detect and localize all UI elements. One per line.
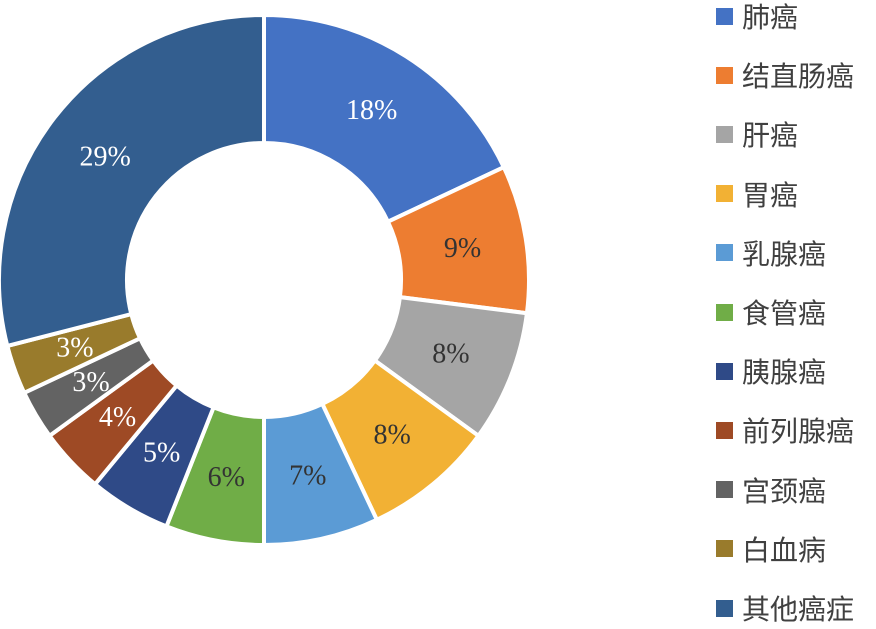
slice-label-0: 18% (346, 95, 397, 126)
legend-item: 结直肠癌 (716, 55, 854, 95)
legend-swatch (716, 185, 733, 203)
legend-item: 乳腺癌 (716, 233, 826, 273)
slice-label-7: 4% (99, 402, 136, 433)
slice-label-8: 3% (72, 367, 109, 398)
legend-item: 食管癌 (716, 292, 826, 332)
legend-label: 白血病 (742, 533, 827, 567)
legend-item: 肝癌 (716, 114, 798, 154)
slice-label-5: 6% (208, 462, 245, 493)
legend-swatch (716, 481, 733, 499)
slice-0 (262, 12, 507, 225)
slice-label-2: 8% (432, 338, 469, 369)
legend-item: 胃癌 (716, 174, 798, 214)
legend-item: 肺癌 (716, 0, 798, 36)
legend-swatch (716, 125, 733, 143)
legend-swatch (716, 540, 733, 558)
legend-label: 肺癌 (742, 1, 799, 34)
legend-item: 胰腺癌 (716, 351, 826, 391)
slice-label-6: 5% (143, 438, 180, 469)
slice-label-1: 9% (444, 233, 481, 264)
legend-swatch (716, 421, 733, 439)
legend-label: 食管癌 (742, 297, 827, 330)
legend-label: 胰腺癌 (742, 356, 827, 390)
legend-label: 宫颈癌 (742, 474, 827, 508)
legend-label: 肝癌 (742, 119, 799, 153)
legend-item: 宫颈癌 (716, 470, 826, 510)
legend-label: 前列腺癌 (742, 415, 855, 449)
legend-label: 胃癌 (742, 178, 799, 212)
slice-label-10: 29% (80, 141, 131, 172)
legend-swatch (716, 303, 733, 321)
legend-swatch (716, 599, 733, 617)
legend-label: 乳腺癌 (742, 237, 827, 271)
legend-item: 白血病 (716, 529, 826, 569)
legend-label: 其他癌症 (742, 593, 855, 626)
slice-label-9: 3% (56, 333, 93, 364)
legend-swatch (716, 7, 733, 25)
legend-swatch (716, 244, 733, 262)
legend-item: 其他癌症 (716, 588, 854, 628)
slice-label-3: 8% (373, 419, 410, 450)
slice-label-4: 7% (289, 461, 326, 492)
slice-10 (0, 12, 266, 349)
legend-item: 前列腺癌 (716, 410, 854, 450)
legend-swatch (716, 362, 733, 380)
legend-label: 结直肠癌 (742, 60, 855, 94)
legend-swatch (716, 66, 733, 84)
